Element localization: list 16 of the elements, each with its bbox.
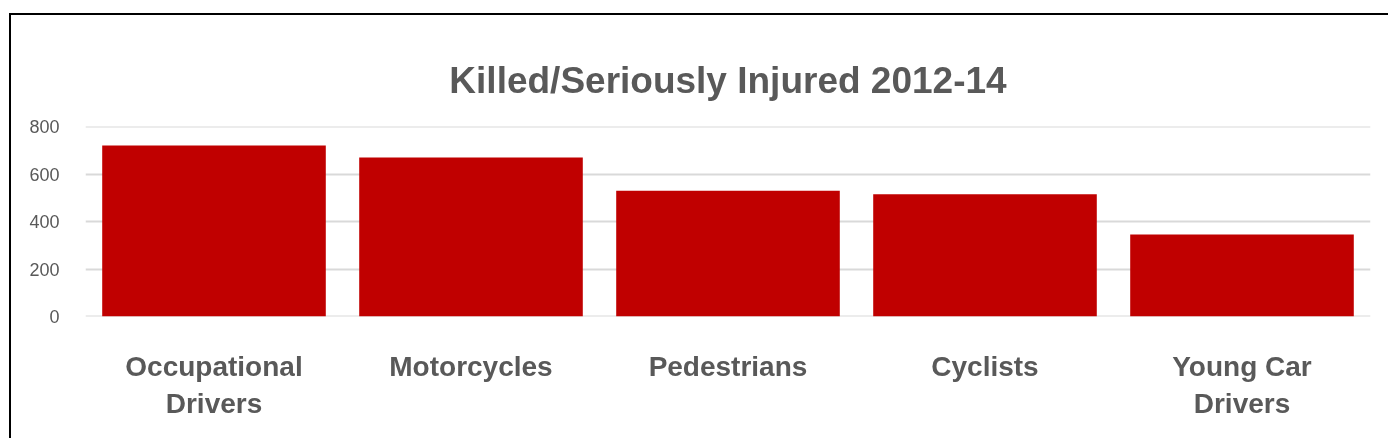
x-tick-label: Pedestrians — [648, 350, 808, 382]
y-tick-label: 0 — [49, 307, 60, 327]
bar — [359, 157, 583, 317]
y-tick-label: 200 — [29, 259, 60, 280]
y-tick-label: 600 — [29, 164, 60, 185]
y-tick-label: 800 — [29, 117, 60, 137]
x-tick-label: Cyclists — [931, 350, 1039, 382]
bar — [873, 194, 1097, 317]
chart-title: Killed/Seriously Injured 2012-14 — [449, 59, 1008, 101]
bar — [1130, 234, 1354, 317]
x-tick-label: Motorcycles — [389, 350, 553, 382]
x-tick-label: Young Car Drivers — [1172, 350, 1312, 419]
bar — [616, 190, 840, 317]
bar — [102, 145, 326, 317]
y-tick-label: 400 — [29, 212, 60, 232]
x-tick-label: Occupational Drivers — [125, 350, 303, 419]
